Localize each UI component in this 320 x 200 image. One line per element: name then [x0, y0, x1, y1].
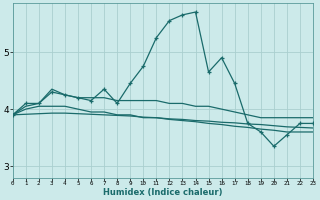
X-axis label: Humidex (Indice chaleur): Humidex (Indice chaleur) — [103, 188, 223, 197]
